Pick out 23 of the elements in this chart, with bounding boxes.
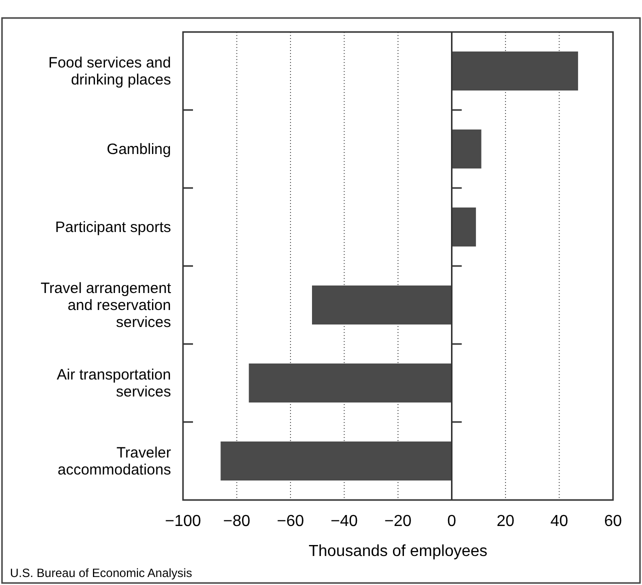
x-tick-label: 60 bbox=[604, 513, 622, 530]
x-tick-label: 20 bbox=[496, 513, 514, 530]
x-tick-label: −60 bbox=[276, 513, 304, 530]
y-tick-label: Food services and drinking places bbox=[48, 54, 171, 88]
bar bbox=[248, 364, 452, 402]
x-tick-label: −80 bbox=[223, 513, 250, 530]
x-tick-label: 40 bbox=[550, 513, 568, 530]
x-tick-label: 0 bbox=[447, 513, 456, 530]
bar bbox=[220, 442, 452, 480]
x-axis-title: Thousands of employees bbox=[308, 543, 488, 560]
bar bbox=[452, 130, 482, 168]
text: U.S. Bureau of Economic Analysis bbox=[10, 566, 192, 580]
y-tick-label: Traveler accommodations bbox=[58, 444, 171, 478]
y-tick-label: Travel arrangement and reservation services bbox=[40, 280, 172, 330]
y-tick-label: Gambling bbox=[106, 140, 171, 158]
y-tick-label: Participant sports bbox=[55, 218, 171, 236]
x-tick-label: −100 bbox=[164, 513, 202, 530]
x-tick-label: −40 bbox=[330, 513, 358, 530]
x-tick-label: −20 bbox=[384, 513, 412, 530]
y-tick-label: Air transportation services bbox=[56, 366, 171, 400]
bar bbox=[452, 208, 476, 246]
bar bbox=[452, 52, 578, 90]
bar bbox=[312, 286, 452, 324]
